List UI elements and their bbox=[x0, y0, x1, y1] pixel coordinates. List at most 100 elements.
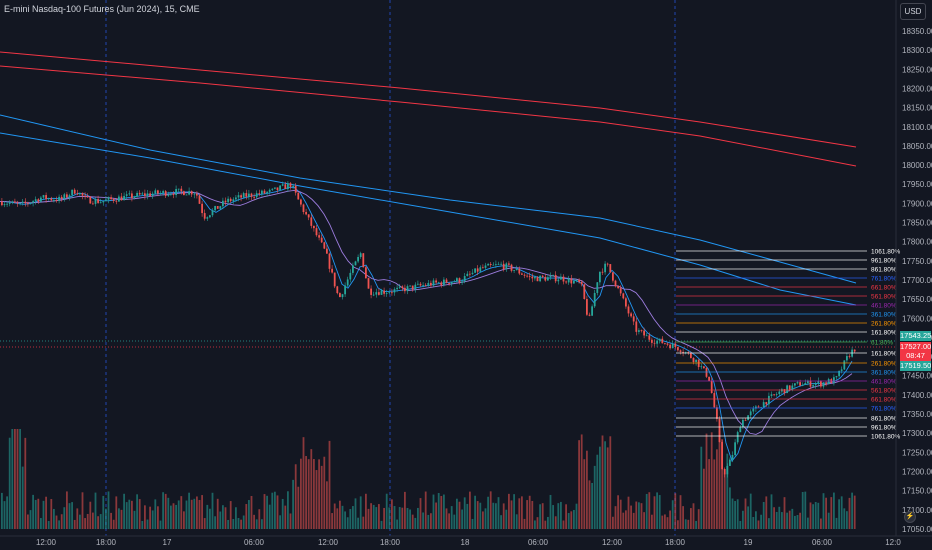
volume-bar bbox=[440, 496, 443, 529]
lightning-icon[interactable]: ⚡ bbox=[904, 511, 916, 523]
candle-body bbox=[76, 193, 79, 195]
candle-body bbox=[690, 353, 692, 358]
candle-body bbox=[765, 402, 768, 405]
volume-bar bbox=[599, 446, 601, 529]
candle-body bbox=[344, 285, 346, 295]
volume-bar bbox=[554, 516, 557, 529]
chart-title: E-mini Nasdaq-100 Futures (Jun 2024), 15… bbox=[4, 4, 200, 14]
volume-bar bbox=[755, 511, 757, 529]
candle-body bbox=[276, 187, 279, 191]
volume-bar bbox=[809, 502, 812, 529]
volume-bar bbox=[411, 514, 414, 529]
candle-body bbox=[609, 264, 612, 273]
candle-body bbox=[94, 199, 97, 204]
volume-bar bbox=[661, 515, 664, 529]
fib-level-label: 961.80% bbox=[871, 425, 897, 432]
volume-bar bbox=[92, 512, 94, 529]
candle-body bbox=[552, 274, 554, 276]
volume-bar bbox=[573, 509, 575, 529]
volume-bar bbox=[357, 517, 359, 529]
volume-bar bbox=[359, 496, 362, 529]
candle-body bbox=[531, 276, 534, 279]
volume-bar bbox=[801, 491, 804, 529]
volume-bar bbox=[8, 437, 11, 529]
candle-body bbox=[708, 376, 710, 381]
candle-body bbox=[73, 189, 76, 194]
volume-bar bbox=[820, 518, 822, 529]
candle-body bbox=[414, 284, 417, 290]
volume-bar bbox=[625, 510, 627, 529]
candle-body bbox=[292, 185, 294, 187]
candle-body bbox=[300, 199, 302, 205]
volume-bar bbox=[175, 504, 177, 529]
candle-body bbox=[827, 379, 830, 384]
candle-body bbox=[393, 289, 396, 293]
volume-bar bbox=[409, 509, 411, 529]
time-tick-label: 18:00 bbox=[380, 538, 401, 547]
candle-body bbox=[284, 184, 287, 190]
candle-body bbox=[757, 406, 760, 408]
candle-body bbox=[229, 198, 232, 202]
candle-body bbox=[14, 201, 16, 203]
time-tick-label: 19 bbox=[744, 538, 753, 547]
volume-bar bbox=[526, 500, 528, 529]
time-tick-label: 06:00 bbox=[812, 538, 833, 547]
candle-body bbox=[34, 199, 37, 202]
candle-body bbox=[523, 274, 526, 276]
volume-bar bbox=[333, 503, 336, 529]
candle-body bbox=[92, 203, 94, 205]
volume-bar bbox=[331, 513, 333, 529]
candle-body bbox=[112, 199, 115, 201]
volume-bar bbox=[391, 499, 393, 529]
candle-body bbox=[721, 441, 723, 470]
volume-bar bbox=[185, 500, 188, 529]
candle-body bbox=[578, 279, 580, 282]
candle-body bbox=[617, 286, 619, 289]
volume-bar bbox=[669, 510, 671, 529]
volume-bar bbox=[112, 519, 115, 529]
candle-body bbox=[281, 184, 284, 186]
time-tick-label: 12:00 bbox=[36, 538, 57, 547]
fib-level-label: 661.80% bbox=[871, 397, 897, 404]
volume-bar bbox=[133, 510, 136, 529]
candle-body bbox=[409, 285, 411, 287]
volume-bar bbox=[814, 501, 817, 529]
fib-level-label: 361.80% bbox=[871, 312, 897, 319]
candle-body bbox=[367, 278, 370, 289]
price-tag-upper: 17543.25 bbox=[900, 331, 932, 341]
candle-body bbox=[211, 210, 214, 216]
candle-body bbox=[682, 351, 684, 353]
volume-bar bbox=[240, 519, 242, 529]
volume-bar bbox=[141, 520, 144, 529]
volume-bar bbox=[131, 500, 133, 529]
volume-bar bbox=[781, 512, 783, 529]
volume-bar bbox=[521, 496, 523, 529]
candle-body bbox=[448, 282, 450, 284]
currency-button[interactable]: USD bbox=[900, 3, 926, 20]
volume-bar bbox=[479, 502, 482, 529]
candle-body bbox=[775, 394, 778, 395]
volume-bar bbox=[58, 520, 60, 529]
volume-bar bbox=[489, 491, 492, 529]
volume-bar bbox=[583, 459, 586, 529]
volume-bar bbox=[68, 503, 71, 529]
candle-body bbox=[736, 432, 739, 443]
volume-bar bbox=[393, 506, 396, 529]
candle-body bbox=[596, 282, 599, 293]
candle-body bbox=[47, 198, 50, 200]
volume-bar bbox=[645, 493, 648, 529]
candle-body bbox=[346, 279, 349, 286]
ma-blue-lower bbox=[0, 132, 857, 306]
volume-bar bbox=[183, 511, 185, 529]
candle-body bbox=[271, 188, 274, 190]
candle-body bbox=[323, 242, 326, 249]
volume-bar bbox=[300, 458, 302, 529]
volume-bar bbox=[294, 464, 297, 529]
volume-bar bbox=[799, 512, 801, 529]
price-tick-label: 18250.00 bbox=[902, 65, 932, 74]
volume-bar bbox=[731, 498, 734, 529]
volume-bar bbox=[188, 492, 190, 529]
candle-body bbox=[162, 191, 164, 193]
candle-body bbox=[427, 282, 430, 286]
